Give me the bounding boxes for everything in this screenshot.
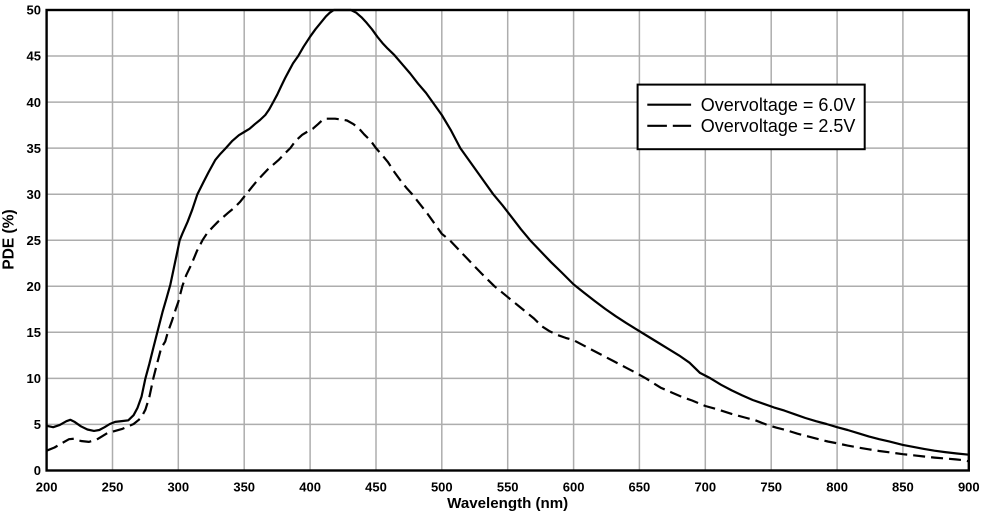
svg-text:300: 300: [167, 479, 189, 494]
svg-text:750: 750: [760, 479, 782, 494]
svg-text:Wavelength (nm): Wavelength (nm): [447, 495, 568, 512]
svg-text:0: 0: [34, 463, 41, 478]
svg-text:20: 20: [27, 279, 41, 294]
svg-text:400: 400: [299, 479, 321, 494]
svg-text:700: 700: [694, 479, 716, 494]
svg-text:45: 45: [27, 49, 41, 64]
svg-text:200: 200: [36, 479, 58, 494]
svg-text:25: 25: [27, 233, 41, 248]
svg-text:30: 30: [27, 187, 41, 202]
svg-text:35: 35: [27, 141, 41, 156]
svg-text:850: 850: [892, 479, 914, 494]
svg-text:800: 800: [826, 479, 848, 494]
svg-text:15: 15: [27, 325, 41, 340]
svg-text:550: 550: [497, 479, 519, 494]
svg-text:10: 10: [27, 371, 41, 386]
svg-text:5: 5: [34, 417, 41, 432]
svg-text:PDE (%): PDE (%): [1, 209, 18, 269]
svg-text:900: 900: [958, 479, 980, 494]
svg-text:500: 500: [431, 479, 453, 494]
svg-text:Overvoltage = 2.5V: Overvoltage = 2.5V: [701, 116, 856, 136]
svg-text:650: 650: [629, 479, 651, 494]
svg-text:450: 450: [365, 479, 387, 494]
svg-text:350: 350: [233, 479, 255, 494]
svg-text:600: 600: [563, 479, 585, 494]
svg-text:50: 50: [27, 3, 41, 18]
svg-text:250: 250: [102, 479, 124, 494]
svg-text:Overvoltage = 6.0V: Overvoltage = 6.0V: [701, 95, 856, 115]
svg-text:40: 40: [27, 95, 41, 110]
